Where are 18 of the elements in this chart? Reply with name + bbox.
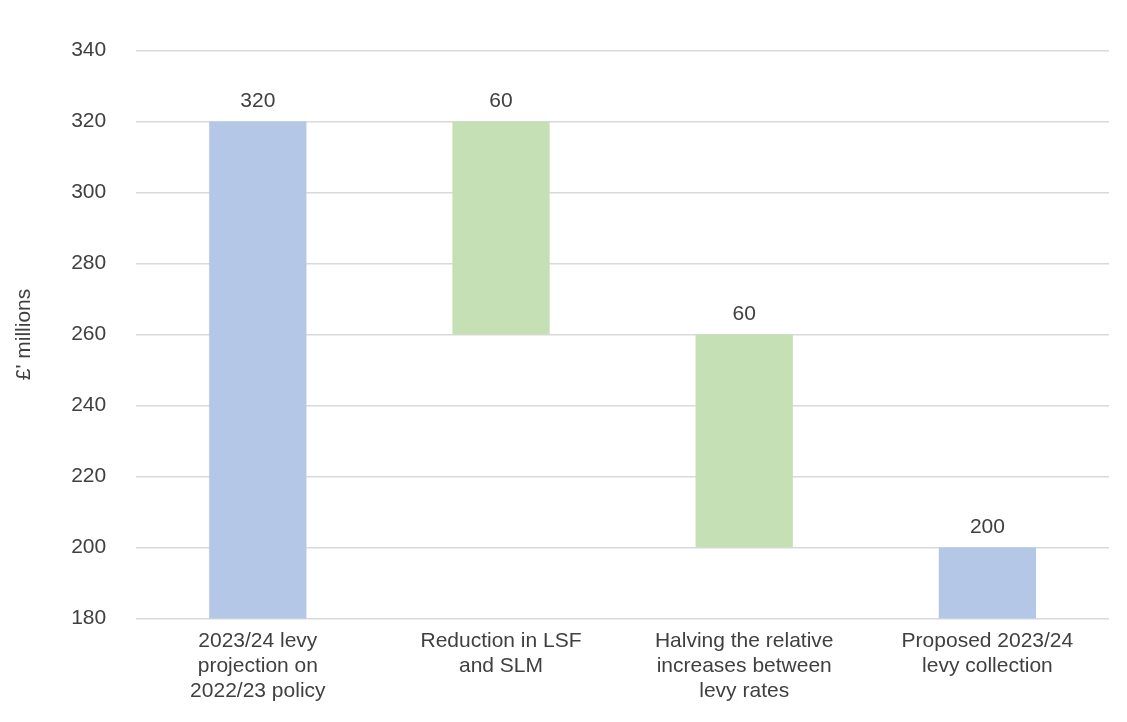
y-tick-label: 320 bbox=[71, 108, 107, 132]
y-tick-label: 220 bbox=[71, 463, 107, 487]
y-axis-title: £' millions bbox=[11, 288, 35, 381]
data-label: 60 bbox=[732, 300, 756, 324]
y-tick-label: 200 bbox=[71, 534, 107, 558]
data-label: 200 bbox=[969, 513, 1005, 537]
y-tick-label: 260 bbox=[71, 321, 107, 345]
y-tick-label: 340 bbox=[71, 37, 107, 61]
y-tick-label: 180 bbox=[71, 605, 107, 629]
y-tick-label: 240 bbox=[71, 392, 107, 416]
x-tick-label: 2023/24 levy projection on 2022/23 policy bbox=[190, 627, 327, 702]
data-label: 60 bbox=[489, 87, 513, 111]
x-tick-label: Proposed 2023/24 levy collection bbox=[901, 627, 1074, 676]
data-label: 320 bbox=[240, 87, 276, 111]
x-tick-label: Reduction in LSF and SLM bbox=[420, 627, 582, 676]
y-tick-label: 280 bbox=[71, 250, 107, 274]
y-tick-label: 300 bbox=[71, 179, 107, 203]
x-tick-label: Halving the relative increases between levy rates bbox=[654, 627, 834, 702]
